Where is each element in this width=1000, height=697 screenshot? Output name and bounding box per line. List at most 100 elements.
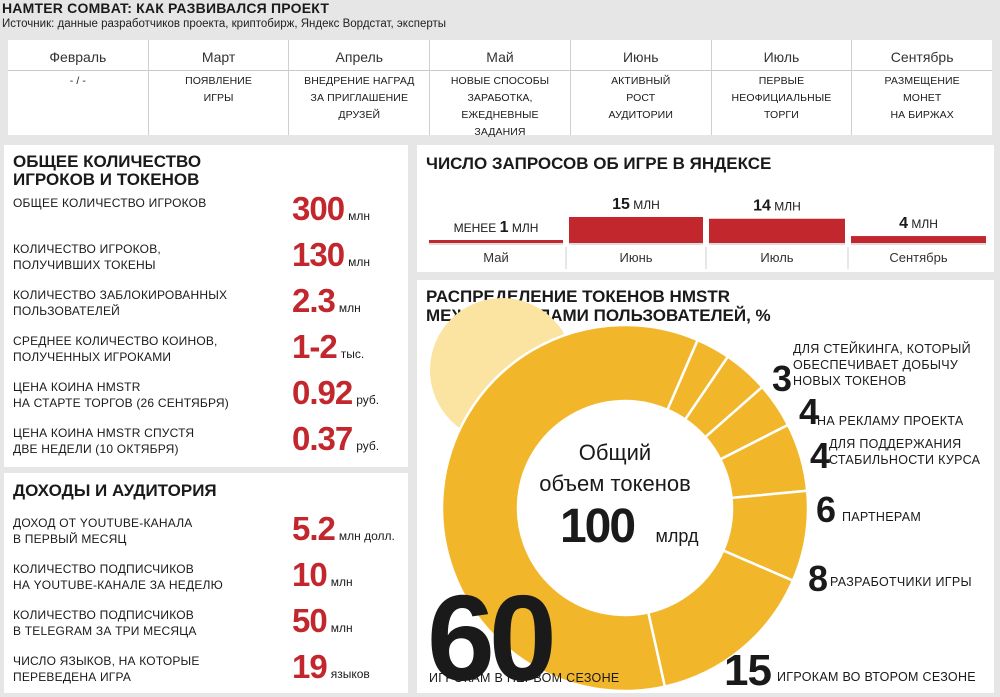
stat-label: ЦЕНА КОИНА HMSTR СПУСТЯ ДВЕ НЕДЕЛИ (10 О…: [13, 426, 195, 456]
stat-row: КОЛИЧЕСТВО ПОДПИСЧИКОВ В TELEGRAM ЗА ТРИ…: [13, 603, 403, 647]
timeline-month: Февраль - / -: [8, 40, 148, 135]
timeline-month-label: Июль: [763, 49, 800, 65]
timeline-divider: [711, 70, 852, 71]
yandex-value-prefix: МЕНЕЕ: [454, 221, 500, 235]
timeline-month-label: Апрель: [335, 49, 384, 65]
stat-value: 19 языков: [292, 649, 370, 692]
stat-unit: тыс.: [340, 347, 365, 361]
stat-row: ЦЕНА КОИНА HMSTR НА СТАРТЕ ТОРГОВ (26 СЕ…: [13, 375, 403, 419]
stat-label: КОЛИЧЕСТВО ИГРОКОВ, ПОЛУЧИВШИХ ТОКЕНЫ: [13, 242, 161, 272]
slice-label-line: СТАБИЛЬНОСТИ КУРСА: [829, 453, 981, 467]
stat-number: 2.3: [292, 282, 336, 319]
slice-label-line: ДЛЯ ПОДДЕРЖАНИЯ: [829, 437, 962, 451]
yandex-value-label: 4 МЛН: [899, 215, 938, 232]
stat-unit: языков: [330, 667, 370, 681]
timeline-divider: [148, 70, 289, 71]
yandex-bar: [709, 218, 845, 243]
stat-value: 300 млн: [292, 191, 370, 234]
timeline-divider: [430, 70, 570, 71]
yandex-requests-panel: ЧИСЛО ЗАПРОСОВ ОБ ИГРЕ В ЯНДЕКСЕ МЕНЕЕ 1 …: [417, 145, 994, 272]
donut-slice: [646, 548, 795, 689]
stat-row: КОЛИЧЕСТВО ПОДПИСЧИКОВ НА YOUTUBE-КАНАЛЕ…: [13, 557, 403, 601]
yandex-value-unit: МЛН: [509, 221, 539, 235]
stat-value: 1-2 тыс.: [292, 329, 364, 372]
timeline-event: - / -: [69, 75, 86, 87]
yandex-value-label: МЕНЕЕ 1 МЛН: [454, 219, 539, 236]
donut-center-value: 100: [560, 500, 634, 553]
yandex-value-number: 4: [899, 215, 908, 232]
slice-label: РАЗРАБОТЧИКИ ИГРЫ: [830, 575, 972, 589]
yandex-value-number: 15: [612, 196, 630, 213]
timeline-month-label: Февраль: [49, 49, 107, 65]
timeline-event: ВНЕДРЕНИЕ НАГРАД ЗА ПРИГЛАШЕНИЕ ДРУЗЕЙ: [304, 75, 415, 121]
stat-unit: млн: [330, 621, 353, 635]
stat-unit: млн: [348, 209, 370, 223]
slice-value: 60: [427, 570, 552, 693]
donut-center-line1: Общий: [579, 440, 651, 465]
slice-label-line: ИГРОКАМ В ПЕРВОМ СЕЗОНЕ: [429, 671, 620, 685]
timeline-event: ПОЯВЛЕНИЕ ИГРЫ: [185, 75, 253, 104]
timeline-month-label: Май: [486, 49, 514, 65]
slice-label-line: ДЛЯ СТЕЙКИНГА, КОТОРЫЙ: [793, 341, 971, 356]
slice-value: 6: [816, 489, 835, 530]
yandex-value-unit: МЛН: [908, 217, 938, 231]
timeline-month: Апрель ВНЕДРЕНИЕ НАГРАД ЗА ПРИГЛАШЕНИЕ ДР…: [288, 40, 430, 135]
timeline-month-label: Сентябрь: [890, 49, 954, 65]
timeline-event: АКТИВНЫЙ РОСТ АУДИТОРИИ: [608, 75, 673, 121]
timeline-month-label: Март: [201, 49, 236, 65]
token-distribution-panel: РАСПРЕДЕЛЕНИЕ ТОКЕНОВ HMSTR МЕЖДУ ГРУППАМ…: [417, 280, 994, 693]
yandex-value-number: 14: [753, 198, 771, 215]
stat-value: 10 млн: [292, 557, 353, 600]
yandex-value-label: 15 МЛН: [612, 196, 660, 213]
slice-label-line: ИГРОКАМ ВО ВТОРОМ СЕЗОНЕ: [777, 670, 976, 684]
yandex-value-number: 1: [500, 219, 509, 236]
stat-label: ЦЕНА КОИНА HMSTR НА СТАРТЕ ТОРГОВ (26 СЕ…: [13, 380, 229, 410]
donut-slice: [440, 323, 700, 693]
slice-label: ПАРТНЕРАМ: [842, 510, 921, 524]
stat-number: 130: [292, 236, 345, 273]
token-donut-chart: РАСПРЕДЕЛЕНИЕ ТОКЕНОВ HMSTR МЕЖДУ ГРУППАМ…: [426, 287, 981, 693]
players-panel: ОБЩЕЕ КОЛИЧЕСТВО ИГРОКОВ И ТОКЕНОВ ОБЩЕЕ…: [4, 145, 408, 467]
timeline-divider: [289, 70, 430, 71]
stat-row: КОЛИЧЕСТВО ИГРОКОВ, ПОЛУЧИВШИХ ТОКЕНЫ 130…: [13, 237, 403, 281]
yandex-bar: [569, 217, 703, 243]
slice-label: ДЛЯ ПОДДЕРЖАНИЯ СТАБИЛЬНОСТИ КУРСА: [829, 437, 981, 467]
stat-label: ДОХОД ОТ YOUTUBE-КАНАЛА В ПЕРВЫЙ МЕСЯЦ: [13, 516, 193, 546]
timeline-divider: [852, 70, 993, 71]
slice-value: 4: [799, 391, 819, 432]
slice-label: ИГРОКАМ В ПЕРВОМ СЕЗОНЕ: [429, 671, 620, 685]
slice-label: ИГРОКАМ ВО ВТОРОМ СЕЗОНЕ: [777, 670, 976, 684]
yandex-value-label: 14 МЛН: [753, 198, 801, 215]
stat-row: ДОХОД ОТ YOUTUBE-КАНАЛА В ПЕРВЫЙ МЕСЯЦ 5.…: [13, 511, 403, 555]
timeline: Февраль - / - Март ПОЯВЛЕНИЕ ИГРЫ Апрель ВНЕД…: [8, 40, 993, 138]
stat-number: 10: [292, 556, 328, 593]
stat-value: 50 млн: [292, 603, 353, 646]
slice-value: 3: [772, 358, 791, 399]
yandex-category-label: Июнь: [619, 250, 652, 265]
stat-unit: руб.: [356, 393, 380, 407]
slice-label-line: РАЗРАБОТЧИКИ ИГРЫ: [830, 575, 972, 589]
stat-value: 0.37 руб.: [292, 421, 379, 464]
timeline-month: Июнь АКТИВНЫЙ РОСТ АУДИТОРИИ: [569, 40, 711, 135]
timeline-divider: [8, 70, 148, 71]
slice-label-line: ОБЕСПЕЧИВАЕТ ДОБЫЧУ: [793, 358, 958, 372]
stat-unit: млн: [330, 575, 353, 589]
stat-value: 0.92 руб.: [292, 375, 379, 418]
page-subtitle: Источник: данные разработчиков проекта, …: [2, 18, 447, 30]
stat-label: КОЛИЧЕСТВО ЗАБЛОКИРОВАННЫХ ПОЛЬЗОВАТЕЛЕЙ: [13, 288, 228, 318]
slice-label-line: ПАРТНЕРАМ: [842, 510, 921, 524]
stat-row: ОБЩЕЕ КОЛИЧЕСТВО ИГРОКОВ 300 млн: [13, 191, 403, 235]
stat-number: 300: [292, 190, 345, 227]
income-panel: ДОХОДЫ И АУДИТОРИЯ ДОХОД ОТ YOUTUBE-КАНА…: [4, 473, 408, 693]
stat-label: ЧИСЛО ЯЗЫКОВ, НА КОТОРЫЕ ПЕРЕВЕДЕНА ИГРА: [13, 654, 200, 684]
stat-unit: руб.: [356, 439, 380, 453]
stat-label: СРЕДНЕЕ КОЛИЧЕСТВО КОИНОВ, ПОЛУЧЕННЫХ ИГ…: [13, 334, 218, 364]
timeline-event: НОВЫЕ СПОСОБЫ ЗАРАБОТКА, ЕЖЕДНЕВНЫЕ ЗАДА…: [450, 75, 550, 138]
timeline-month: Март ПОЯВЛЕНИЕ ИГРЫ: [147, 40, 289, 135]
slice-label-line: НОВЫХ ТОКЕНОВ: [793, 374, 906, 388]
timeline-month: Сентябрь РАЗМЕЩЕНИЕ МОНЕТ НА БИРЖАХ: [851, 40, 993, 135]
timeline-month: Май НОВЫЕ СПОСОБЫ ЗАРАБОТКА, ЕЖЕДНЕВНЫЕ З…: [429, 40, 570, 138]
yandex-chart: ЧИСЛО ЗАПРОСОВ ОБ ИГРЕ В ЯНДЕКСЕ МЕНЕЕ 1 …: [426, 154, 986, 269]
yandex-chart-title: ЧИСЛО ЗАПРОСОВ ОБ ИГРЕ В ЯНДЕКСЕ: [426, 154, 771, 173]
stat-row: СРЕДНЕЕ КОЛИЧЕСТВО КОИНОВ, ПОЛУЧЕННЫХ ИГ…: [13, 329, 403, 373]
